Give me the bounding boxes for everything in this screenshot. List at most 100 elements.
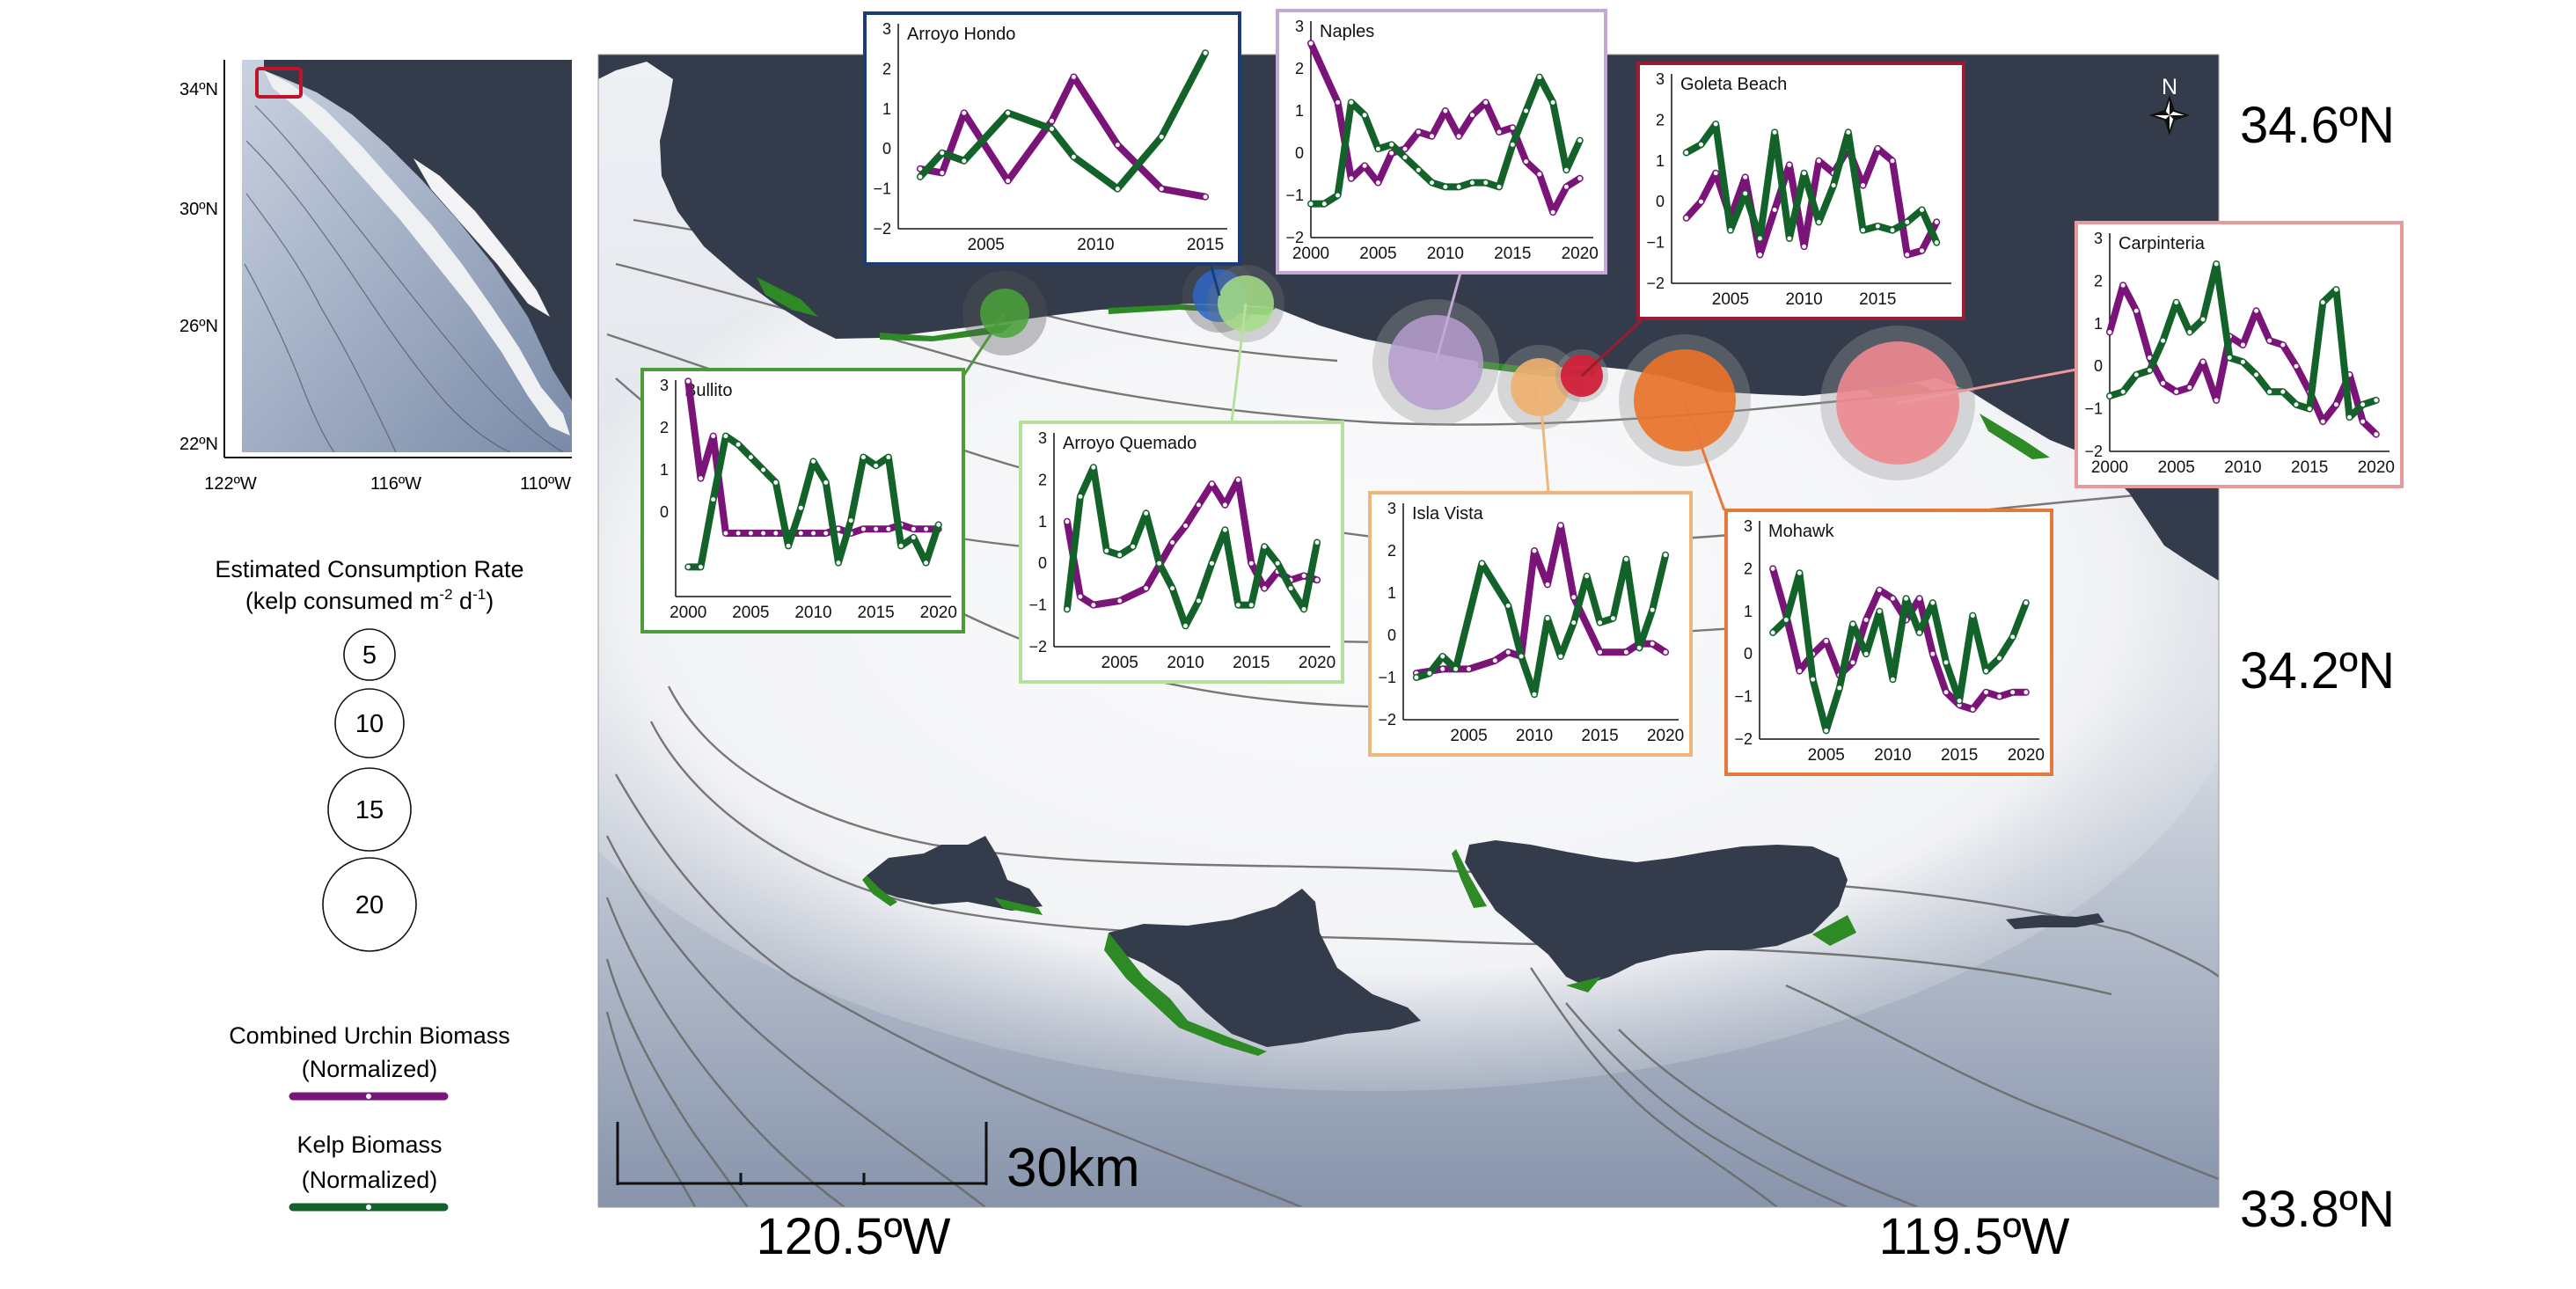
chart-kelp-series-point xyxy=(1005,109,1012,116)
chart-urchin-series-point xyxy=(1234,476,1241,483)
chart-urchin-series-point xyxy=(923,525,930,532)
chart-urchin-series-point xyxy=(1182,523,1189,530)
lon-label-119-5: 119.5ºW xyxy=(1879,1208,2070,1265)
north-label: N xyxy=(2162,75,2177,99)
chart-urchin-series-point xyxy=(1509,124,1516,131)
chart-y-tick-label: 0 xyxy=(1387,626,1396,644)
island-santa-cruz xyxy=(1465,840,1848,985)
legend-urchin-marker xyxy=(366,1094,371,1099)
inset-map: 34ºN 30ºN 26ºN 22ºN 122ºW 116ºW 110ºW xyxy=(179,60,572,494)
chart-kelp-series-point xyxy=(939,150,946,157)
chart-y-tick-label: 3 xyxy=(1656,70,1665,88)
connector-isla-vista xyxy=(1538,386,1550,494)
chart-kelp-series-point xyxy=(1584,573,1591,580)
chart-kelp-series-point xyxy=(2306,406,2313,413)
chart-kelp-series-point xyxy=(1439,653,1446,660)
chart-kelp-series-point xyxy=(873,462,880,469)
inset-gulf-island xyxy=(413,158,550,317)
chart-y-tick-label: 3 xyxy=(1295,18,1304,35)
chart-urchin-series-point xyxy=(1815,157,1822,165)
chart-urchin-series-point xyxy=(1158,186,1165,193)
chart-panel-border xyxy=(2075,221,2404,488)
chart-kelp-series-point xyxy=(1300,605,1307,612)
chart-x-tick-label: 2020 xyxy=(1299,654,1336,672)
chart-y-tick-label: 3 xyxy=(660,377,669,394)
chart-kelp-series-point xyxy=(847,517,854,524)
chart-urchin-series-point xyxy=(747,530,754,537)
inset-lon-label: 110ºW xyxy=(520,474,571,494)
chart-x-tick-label: 2005 xyxy=(1359,245,1396,263)
chart-y-tick-label: 1 xyxy=(2094,315,2103,333)
chart-kelp-series-point xyxy=(1401,154,1409,161)
chart-kelp-series-point xyxy=(1518,653,1525,660)
chart-kelp-series-point xyxy=(735,441,742,448)
chart-kelp-series-point xyxy=(2160,337,2167,344)
chart-kelp-series-point xyxy=(1234,602,1241,609)
chart-kelp-series-point xyxy=(1321,201,1328,208)
chart-kelp-series-point xyxy=(1876,608,1883,615)
chart-kelp-series-point xyxy=(1786,235,1793,242)
chart-kelp-series-point xyxy=(2266,388,2273,395)
chart-kelp-series-point xyxy=(2146,367,2153,374)
chart-urchin-series-point xyxy=(1335,99,1342,106)
chart-kelp-series-point xyxy=(1482,179,1489,187)
chart-title: Arroyo Quemado xyxy=(1063,434,1197,453)
chart-y-tick-label: 3 xyxy=(1038,429,1047,447)
chart-urchin-series-point xyxy=(1531,547,1538,554)
chart-urchin-series-point xyxy=(1496,128,1503,135)
chart-urchin-series-point xyxy=(860,525,867,532)
chart-y-tick-label: 0 xyxy=(2094,357,2103,375)
chart-title: Mohawk xyxy=(1768,522,1834,541)
chart-y-tick-label: −1 xyxy=(1646,234,1665,252)
connector-naples xyxy=(1434,272,1462,363)
chart-kelp-series-point xyxy=(1845,128,1852,135)
chart-kelp-series-point xyxy=(1557,653,1564,660)
chart-panel-bullito: 3 2 1 0 2000 2005 2010 2015 2020 Bullito xyxy=(640,368,965,634)
chart-kelp-series-point xyxy=(1919,206,1926,213)
chart-kelp-series-point xyxy=(1712,121,1719,128)
chart-x-tick-label: 2020 xyxy=(1562,245,1599,263)
chart-urchin-series-point xyxy=(1622,648,1629,655)
chart-kelp-series-point xyxy=(1810,676,1817,683)
chart-kelp-series-point xyxy=(1478,560,1485,567)
chart-urchin-series-point xyxy=(1049,117,1056,124)
chart-y-tick-label: −2 xyxy=(1646,275,1665,292)
chart-kelp-series-point xyxy=(1597,619,1604,626)
chart-x-tick-label: 2020 xyxy=(2008,746,2045,765)
chart-kelp-series-point xyxy=(2133,371,2140,378)
chart-urchin-series-point xyxy=(910,525,917,532)
chart-urchin-series-point xyxy=(1562,183,1570,190)
chart-urchin-series-point xyxy=(1771,206,1778,213)
connector-arroyo-hondo xyxy=(1209,263,1221,297)
chart-urchin-series-point xyxy=(939,169,946,176)
chart-urchin-series-point xyxy=(1904,252,1911,259)
connector-carpinteria xyxy=(1897,368,2077,405)
chart-kelp-series-point xyxy=(1077,493,1084,500)
chart-kelp-series-point xyxy=(1496,183,1503,190)
chart-urchin-series-point xyxy=(2293,363,2300,370)
chart-panel-border xyxy=(863,11,1241,266)
chart-urchin-series-point xyxy=(1996,693,2003,700)
chart-kelp-series-point xyxy=(2119,388,2126,395)
chart-urchin-series-point xyxy=(1823,638,1830,645)
chart-kelp-series-point xyxy=(2346,414,2353,421)
chart-y-tick-label: 3 xyxy=(1744,517,1753,535)
site-connectors xyxy=(948,263,2077,511)
chart-y-tick-label: 3 xyxy=(882,20,891,38)
chart-kelp-series-point xyxy=(1070,153,1077,160)
chart-kelp-series-point xyxy=(1103,547,1110,554)
legend-kelp-label-sub: (Normalized) xyxy=(302,1167,438,1193)
chart-kelp-series-point xyxy=(1796,569,1803,576)
island-anacapa xyxy=(2006,913,2104,929)
chart-urchin-series-point xyxy=(1769,565,1776,572)
chart-urchin-series-point xyxy=(1544,581,1551,588)
chart-panel-isla-vista: 3 2 1 0 −1 −2 2005 2010 2015 2020 Isla Vista xyxy=(1368,491,1693,757)
chart-x-tick-label: 2005 xyxy=(968,236,1005,254)
chart-kelp-series-point xyxy=(1969,612,1976,619)
connector-goleta-beach xyxy=(1580,317,1645,377)
chart-urchin-series-point xyxy=(1943,689,1950,696)
chart-kelp-series-point xyxy=(2373,397,2380,404)
chart-urchin-series-point xyxy=(1169,539,1176,546)
chart-kelp-series-point xyxy=(1274,560,1281,567)
chart-urchin-series-point xyxy=(1982,689,1989,696)
